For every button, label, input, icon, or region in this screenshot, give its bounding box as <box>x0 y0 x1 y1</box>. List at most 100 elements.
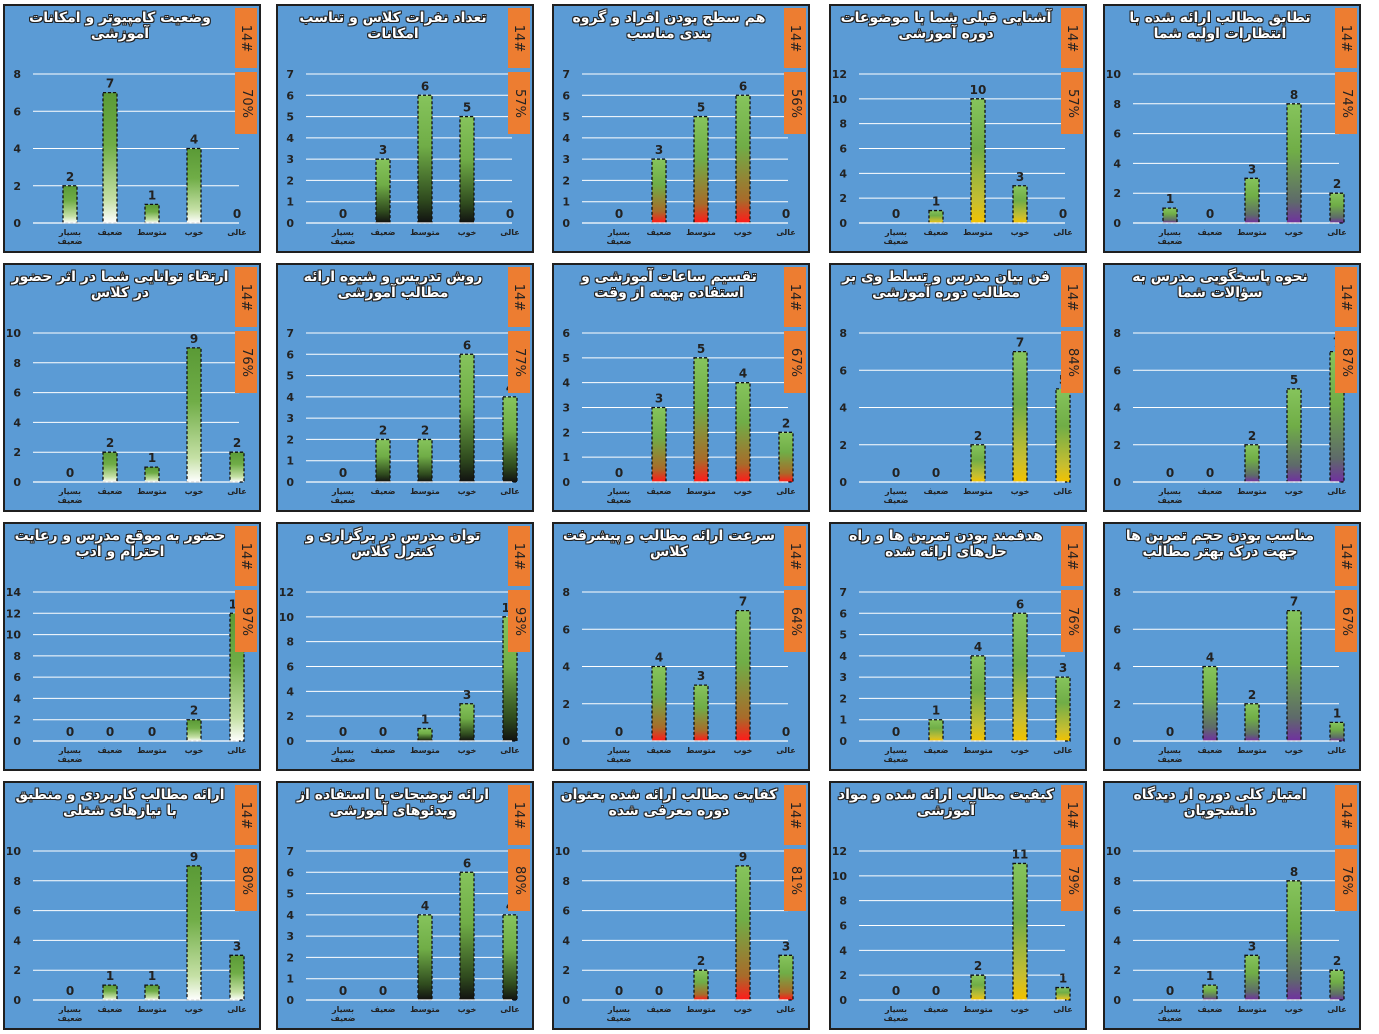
y-tick-label: 4 <box>839 650 847 663</box>
chart-title: حضور به موقع مدرس و رعایت احترام و ادب <box>14 528 226 560</box>
category-label: بسیار ضعیف <box>606 487 631 505</box>
y-tick-label: 3 <box>286 412 294 425</box>
bar <box>62 185 78 224</box>
y-tick-label: 6 <box>1113 623 1121 636</box>
y-tick-label: 12 <box>6 607 21 620</box>
y-tick-label: 8 <box>562 586 570 599</box>
bar <box>693 969 709 1001</box>
y-tick-label: 2 <box>839 439 847 452</box>
data-label: 6 <box>421 79 429 93</box>
y-tick-label: 6 <box>286 661 294 674</box>
data-label: 10 <box>970 83 987 97</box>
y-tick-label: 2 <box>286 174 294 187</box>
bar <box>1055 986 1071 1001</box>
data-label: 0 <box>892 725 900 739</box>
y-tick-label: 12 <box>279 586 294 599</box>
y-tick-label: 1 <box>286 196 294 209</box>
category-label: خوب <box>1285 1005 1304 1014</box>
chart-panel: 012345670بسیارضعیف0ضعیف4متوسط6خوب4عالیار… <box>276 781 534 1030</box>
data-label: 0 <box>892 466 900 480</box>
response-count-text: 14# <box>511 24 527 52</box>
category-label: خوب <box>1285 228 1304 237</box>
bar <box>651 406 667 483</box>
data-label: 0 <box>655 984 663 998</box>
bar <box>144 984 160 1001</box>
y-tick-label: 6 <box>839 143 847 156</box>
response-count-text: 14# <box>1338 24 1354 52</box>
y-tick-label: 10 <box>555 845 571 858</box>
category-label: ضعیف <box>370 746 395 755</box>
category-label: خوب <box>1011 1005 1030 1014</box>
y-tick-label: 6 <box>562 905 570 918</box>
data-label: 1 <box>1333 706 1341 720</box>
category-label: عالی <box>500 1005 520 1014</box>
category-label: عالی <box>227 487 247 496</box>
data-label: 0 <box>1059 207 1067 221</box>
percent-text: 97% <box>238 606 254 636</box>
y-tick-label: 7 <box>839 586 847 599</box>
category-label: متوسط <box>963 487 993 496</box>
y-tick-label: 2 <box>13 964 21 977</box>
bar <box>1244 444 1260 483</box>
data-label: 9 <box>739 850 747 864</box>
y-tick-label: 4 <box>839 167 847 180</box>
data-label: 1 <box>1206 969 1214 983</box>
data-label: 2 <box>1333 177 1341 191</box>
bar <box>102 91 118 224</box>
bar <box>1055 388 1071 483</box>
y-tick-label: 0 <box>286 735 294 748</box>
category-label: خوب <box>1285 487 1304 496</box>
category-label: متوسط <box>1237 487 1267 496</box>
y-tick-label: 0 <box>13 735 21 748</box>
y-tick-label: 0 <box>839 476 847 489</box>
category-label: ضعیف <box>97 746 122 755</box>
category-label: ضعیف <box>370 1005 395 1014</box>
category-label: متوسط <box>137 746 167 755</box>
data-label: 2 <box>190 704 198 718</box>
y-tick-label: 10 <box>6 845 22 858</box>
y-tick-label: 6 <box>13 105 21 118</box>
data-label: 2 <box>1248 688 1256 702</box>
response-count-badge: 14# <box>1061 8 1083 68</box>
y-tick-label: 0 <box>1113 735 1121 748</box>
percent-badge: 70% <box>235 72 257 134</box>
response-count-text: 14# <box>238 24 254 52</box>
data-label: 3 <box>1248 162 1256 176</box>
percent-text: 67% <box>787 347 803 377</box>
bar <box>1244 954 1260 1001</box>
bar <box>144 466 160 483</box>
category-label: ضعیف <box>923 228 948 237</box>
chart-panel: 012345670بسیارضعیف2ضعیف2متوسط6خوب4عالیرو… <box>276 263 534 512</box>
data-label: 1 <box>421 713 429 727</box>
category-label: متوسط <box>686 1005 716 1014</box>
chart-panel: 0 1 2 3 4 5 6 7 0 بسیار ضعیف 3 ضعیف 5 متوسط 6 خوب 0 عالی هم… <box>552 4 810 253</box>
y-tick-label: 2 <box>562 964 570 977</box>
chart-title: نحوه پاسخگویی مدرس به سؤالات شما <box>1132 269 1308 301</box>
chart-title: هم سطح بودن افراد و گروه بندی مناسب <box>572 10 766 42</box>
bar <box>1055 676 1071 742</box>
y-tick-label: 0 <box>839 217 847 230</box>
data-label: 0 <box>1206 207 1214 221</box>
y-tick-label: 4 <box>562 377 570 390</box>
category-label: متوسط <box>410 487 440 496</box>
bar <box>375 158 391 224</box>
data-label: 0 <box>892 207 900 221</box>
category-label: بسیار ضعیف <box>57 746 82 764</box>
response-count-text: 14# <box>1064 283 1080 311</box>
chart-panel: 0 2 4 6 8 10 1 بسیار ضعیف 0 ضعیف 3 متوسط 8 خوب 2 عالی تطا… <box>1103 4 1361 253</box>
y-tick-label: 4 <box>13 143 21 156</box>
category-label: عالی <box>776 228 796 237</box>
chart-title: روش تدریس و شیوه ارائه مطالب آموزشی <box>303 269 483 301</box>
category-label: بسیار ضعیف <box>57 228 82 246</box>
y-tick-label: 6 <box>1113 364 1121 377</box>
response-count-text: 14# <box>511 283 527 311</box>
data-label: 2 <box>782 416 790 430</box>
chart-title: ارائه مطالب کاربردی و منطبق با نیازهای ش… <box>15 787 225 819</box>
bar <box>1329 969 1345 1001</box>
data-label: 0 <box>932 984 940 998</box>
data-label: 2 <box>66 170 74 184</box>
data-label: 3 <box>655 392 663 406</box>
y-tick-label: 4 <box>13 692 21 705</box>
bar <box>1286 388 1302 483</box>
bar <box>735 865 751 1001</box>
